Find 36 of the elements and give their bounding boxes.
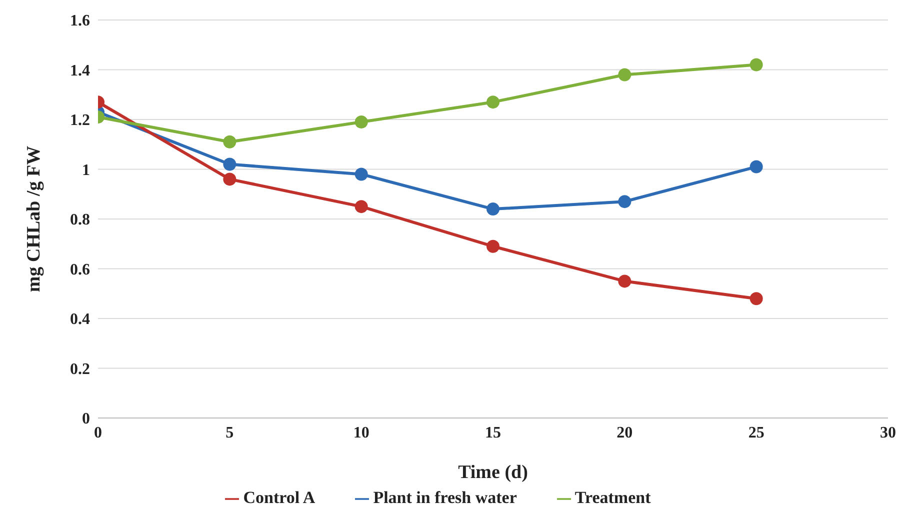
y-tick-label: 0.2	[70, 360, 90, 378]
point	[750, 58, 763, 72]
y-tick-label: 1	[82, 162, 90, 179]
legend-label: Treatment	[574, 488, 651, 507]
y-tick-label: 1.2	[70, 112, 90, 130]
point	[618, 68, 632, 82]
y-tick-label: 1.6	[70, 12, 90, 30]
x-axis-title: Time (d)	[458, 462, 528, 483]
y-tick-label: 0	[82, 410, 90, 428]
legend-label: Plant in fresh water	[373, 488, 517, 507]
point	[486, 96, 500, 109]
point	[223, 158, 236, 171]
point	[618, 195, 632, 208]
point	[618, 274, 632, 288]
x-tick-label: 20	[616, 424, 633, 442]
point	[486, 202, 500, 216]
x-tick-label: 25	[748, 424, 764, 442]
x-tick-label: 0	[94, 424, 102, 442]
x-tick-label: 5	[226, 424, 234, 442]
y-tick-label: 0.4	[70, 311, 90, 328]
x-tick-label: 15	[485, 424, 501, 442]
point	[223, 135, 236, 148]
point	[486, 240, 500, 253]
y-axis-title: mg CHLab /g FW	[24, 146, 45, 292]
x-tick-label: 10	[353, 424, 370, 442]
y-tick-label: 0.6	[70, 261, 90, 278]
legend-label: Control A	[243, 488, 316, 507]
y-tick-label: 0.8	[70, 212, 90, 229]
point	[354, 115, 368, 128]
point	[354, 200, 368, 214]
point	[750, 292, 763, 306]
point	[223, 172, 236, 186]
point	[750, 160, 763, 174]
point	[354, 168, 368, 181]
x-tick-label: 30	[880, 424, 896, 442]
y-tick-label: 1.4	[70, 62, 90, 80]
